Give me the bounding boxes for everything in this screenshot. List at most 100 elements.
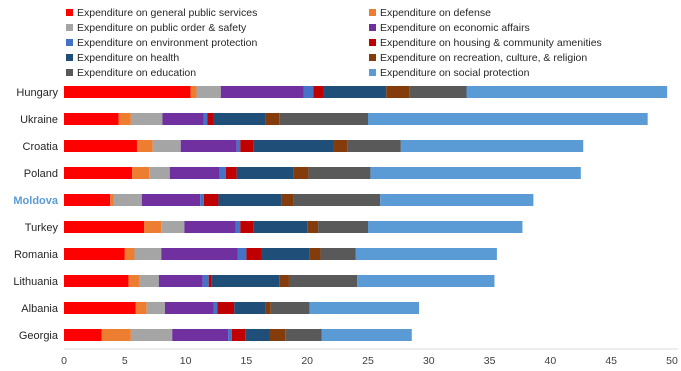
x-tick-label: 40 [545, 355, 557, 367]
bar-segment-albania-expenditure-on-public-order-safety [146, 302, 165, 314]
legend-swatch [369, 54, 376, 61]
bar-segment-romania-expenditure-on-economic-affairs [161, 248, 238, 260]
x-tick-label: 30 [423, 355, 435, 367]
x-axis-ticks: 0 5 10 15 20 25 30 35 40 45 50 [61, 355, 678, 367]
x-tick-label: 50 [666, 355, 678, 367]
chart-legend: Expenditure on general public services Ex… [66, 7, 602, 79]
bar-segment-albania-expenditure-on-housing-community-amenities [217, 302, 235, 314]
bar-segment-georgia-expenditure-on-environment-protection [228, 329, 232, 341]
bar-segment-georgia-expenditure-on-housing-community-amenities [231, 329, 246, 341]
bar-segment-georgia-expenditure-on-recreation-culture-religion [269, 329, 286, 341]
bar-segment-hungary-expenditure-on-health [323, 86, 387, 98]
bar-row-croatia [64, 140, 584, 152]
bar-segment-moldova-expenditure-on-housing-community-amenities [203, 194, 219, 206]
bar-segment-croatia-expenditure-on-economic-affairs [180, 140, 237, 152]
category-label-turkey: Turkey [25, 222, 59, 234]
legend-item-expenditure-on-health: Expenditure on health [66, 52, 179, 64]
bar-segment-moldova-expenditure-on-general-public-services [64, 194, 111, 206]
bar-row-turkey [64, 221, 523, 233]
bar-segment-ukraine-expenditure-on-public-order-safety [130, 113, 163, 125]
bar-segment-moldova-expenditure-on-economic-affairs [141, 194, 201, 206]
bar-segment-croatia-expenditure-on-health [253, 140, 334, 152]
bar-segment-lithuania-expenditure-on-environment-protection [202, 275, 209, 287]
legend-swatch [66, 69, 73, 76]
legend-swatch [369, 24, 376, 31]
bar-segment-turkey-expenditure-on-recreation-culture-religion [307, 221, 319, 233]
bar-segment-poland-expenditure-on-environment-protection [219, 167, 226, 179]
bar-segment-albania-expenditure-on-recreation-culture-religion [265, 302, 271, 314]
legend-swatch [369, 39, 376, 46]
bar-segment-croatia-expenditure-on-recreation-culture-religion [333, 140, 348, 152]
legend-swatch [66, 39, 73, 46]
legend-item-expenditure-on-social-protection: Expenditure on social protection [369, 67, 530, 79]
bar-segment-lithuania-expenditure-on-social-protection [357, 275, 495, 287]
legend-item-expenditure-on-public-order-safety: Expenditure on public order & safety [66, 22, 247, 34]
bar-segment-hungary-expenditure-on-general-public-services [64, 86, 191, 98]
bar-segment-turkey-expenditure-on-social-protection [368, 221, 523, 233]
bar-segment-hungary-expenditure-on-economic-affairs [220, 86, 304, 98]
bar-segment-ukraine-expenditure-on-general-public-services [64, 113, 119, 125]
bar-segment-croatia-expenditure-on-environment-protection [236, 140, 241, 152]
bar-segment-turkey-expenditure-on-public-order-safety [161, 221, 185, 233]
category-label-romania: Romania [14, 249, 59, 261]
legend-label: Expenditure on public order & safety [77, 22, 247, 34]
bar-segment-moldova-expenditure-on-health [218, 194, 282, 206]
bar-segment-poland-expenditure-on-housing-community-amenities [225, 167, 237, 179]
bar-segment-moldova-expenditure-on-social-protection [380, 194, 534, 206]
bar-segment-moldova-expenditure-on-environment-protection [200, 194, 204, 206]
bar-segment-ukraine-expenditure-on-education [279, 113, 368, 125]
bar-segment-croatia-expenditure-on-general-public-services [64, 140, 137, 152]
legend-label: Expenditure on education [77, 67, 196, 79]
bar-segment-croatia-expenditure-on-social-protection [400, 140, 584, 152]
bar-segment-turkey-expenditure-on-health [253, 221, 308, 233]
bar-segment-croatia-expenditure-on-education [347, 140, 401, 152]
category-label-georgia: Georgia [19, 330, 59, 342]
bar-segment-poland-expenditure-on-social-protection [370, 167, 581, 179]
bars-area [64, 86, 668, 341]
bar-segment-poland-expenditure-on-general-public-services [64, 167, 133, 179]
bar-segment-turkey-expenditure-on-education [318, 221, 368, 233]
bar-segment-lithuania-expenditure-on-recreation-culture-religion [279, 275, 289, 287]
legend-label: Expenditure on housing & community ameni… [380, 37, 602, 49]
bar-segment-romania-expenditure-on-defense [124, 248, 135, 260]
bar-segment-turkey-expenditure-on-housing-community-amenities [240, 221, 254, 233]
legend-item-expenditure-on-environment-protection: Expenditure on environment protection [66, 37, 258, 49]
category-label-albania: Albania [21, 303, 59, 315]
category-label-poland: Poland [24, 168, 58, 180]
x-tick-label: 20 [301, 355, 313, 367]
bar-row-lithuania [64, 275, 495, 287]
bar-segment-poland-expenditure-on-public-order-safety [149, 167, 170, 179]
bar-segment-croatia-expenditure-on-public-order-safety [152, 140, 181, 152]
legend-item-expenditure-on-defense: Expenditure on defense [369, 7, 491, 19]
bar-segment-ukraine-expenditure-on-recreation-culture-religion [265, 113, 280, 125]
legend-item-expenditure-on-recreation-culture-religion: Expenditure on recreation, culture, & re… [369, 52, 587, 64]
bar-segment-hungary-expenditure-on-social-protection [466, 86, 668, 98]
legend-label: Expenditure on defense [380, 7, 491, 19]
legend-swatch [66, 24, 73, 31]
bar-segment-hungary-expenditure-on-housing-community-amenities [313, 86, 324, 98]
bar-segment-albania-expenditure-on-social-protection [309, 302, 420, 314]
bar-segment-turkey-expenditure-on-general-public-services [64, 221, 145, 233]
bar-segment-moldova-expenditure-on-defense [110, 194, 114, 206]
bar-segment-hungary-expenditure-on-environment-protection [303, 86, 314, 98]
bar-segment-albania-expenditure-on-health [234, 302, 266, 314]
category-label-ukraine: Ukraine [20, 114, 58, 126]
legend-label: Expenditure on health [77, 52, 179, 64]
legend-label: Expenditure on recreation, culture, & re… [380, 52, 587, 64]
bar-segment-albania-expenditure-on-general-public-services [64, 302, 136, 314]
legend-item-expenditure-on-housing-community-amenities: Expenditure on housing & community ameni… [369, 37, 602, 49]
bar-segment-lithuania-expenditure-on-general-public-services [64, 275, 129, 287]
bar-segment-romania-expenditure-on-general-public-services [64, 248, 125, 260]
x-tick-label: 25 [362, 355, 374, 367]
bar-segment-poland-expenditure-on-economic-affairs [169, 167, 220, 179]
bar-segment-georgia-expenditure-on-economic-affairs [172, 329, 229, 341]
bar-segment-poland-expenditure-on-recreation-culture-religion [293, 167, 309, 179]
bar-segment-albania-expenditure-on-economic-affairs [164, 302, 214, 314]
legend-swatch [369, 9, 376, 16]
bar-segment-hungary-expenditure-on-public-order-safety [196, 86, 221, 98]
bar-segment-lithuania-expenditure-on-public-order-safety [139, 275, 159, 287]
bar-segment-lithuania-expenditure-on-defense [128, 275, 140, 287]
legend-item-expenditure-on-education: Expenditure on education [66, 67, 196, 79]
bar-segment-lithuania-expenditure-on-housing-community-amenities [208, 275, 212, 287]
bar-segment-lithuania-expenditure-on-health [211, 275, 280, 287]
